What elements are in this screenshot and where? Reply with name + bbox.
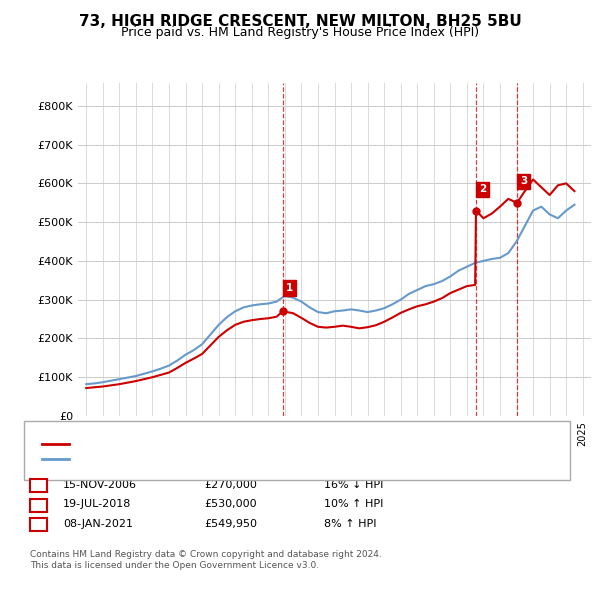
Text: 08-JAN-2021: 08-JAN-2021 [63,519,133,529]
Text: HPI: Average price, detached house, New Forest: HPI: Average price, detached house, New … [75,454,326,464]
Text: 2: 2 [479,184,486,194]
Text: Contains HM Land Registry data © Crown copyright and database right 2024.: Contains HM Land Registry data © Crown c… [30,550,382,559]
Text: 3: 3 [520,176,527,186]
Text: £549,950: £549,950 [204,519,257,529]
Text: 2: 2 [35,500,42,509]
Text: 8% ↑ HPI: 8% ↑ HPI [324,519,377,529]
Text: 15-NOV-2006: 15-NOV-2006 [63,480,137,490]
Text: 10% ↑ HPI: 10% ↑ HPI [324,500,383,509]
Text: 73, HIGH RIDGE CRESCENT, NEW MILTON, BH25 5BU: 73, HIGH RIDGE CRESCENT, NEW MILTON, BH2… [79,14,521,28]
Text: This data is licensed under the Open Government Licence v3.0.: This data is licensed under the Open Gov… [30,560,319,569]
Text: £530,000: £530,000 [204,500,257,509]
Text: 3: 3 [35,519,42,529]
Text: 1: 1 [35,480,42,490]
Text: Price paid vs. HM Land Registry's House Price Index (HPI): Price paid vs. HM Land Registry's House … [121,26,479,39]
Text: 73, HIGH RIDGE CRESCENT, NEW MILTON, BH25 5BU (detached house): 73, HIGH RIDGE CRESCENT, NEW MILTON, BH2… [75,440,443,449]
Text: 16% ↓ HPI: 16% ↓ HPI [324,480,383,490]
Text: 19-JUL-2018: 19-JUL-2018 [63,500,131,509]
Text: £270,000: £270,000 [204,480,257,490]
Text: 1: 1 [286,283,293,293]
